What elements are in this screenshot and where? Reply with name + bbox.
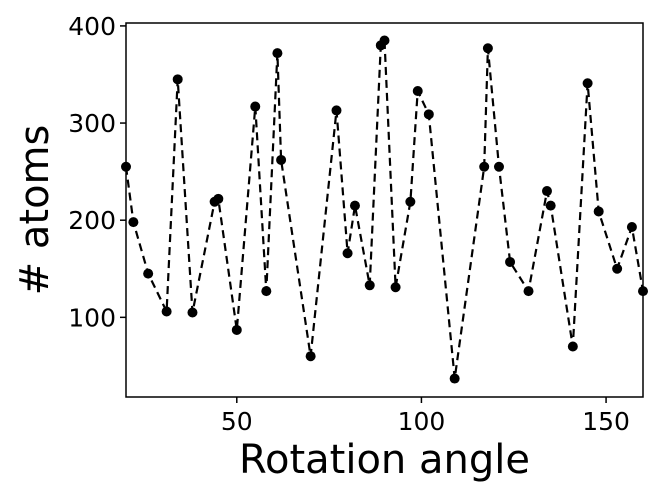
y-axis-title: # atoms — [12, 125, 58, 296]
data-point — [305, 351, 316, 362]
data-point — [342, 248, 353, 259]
data-point — [349, 200, 360, 211]
plot-frame — [125, 22, 644, 398]
x-tick-label: 50 — [221, 407, 253, 436]
data-point — [331, 105, 342, 116]
data-point — [479, 161, 490, 172]
data-point — [128, 217, 139, 228]
axis-ticks: 50 100 150 100 200 300 400 — [68, 12, 630, 436]
data-point — [261, 286, 272, 297]
data-point — [187, 307, 198, 318]
data-point — [449, 373, 460, 384]
data-point — [626, 222, 637, 232]
series-line — [124, 37, 645, 379]
data-point — [505, 256, 516, 267]
data-point — [493, 161, 504, 172]
data-point — [612, 263, 623, 274]
y-tick-label: 300 — [68, 109, 116, 138]
x-tick-label: 100 — [398, 407, 446, 436]
data-point — [379, 35, 390, 46]
data-point — [390, 282, 401, 293]
data-point — [364, 280, 375, 291]
data-point — [593, 206, 604, 217]
data-markers — [121, 35, 648, 384]
data-point — [143, 268, 154, 279]
data-point — [172, 74, 183, 85]
y-tick-label: 200 — [68, 206, 116, 235]
data-point — [545, 200, 556, 211]
data-point — [272, 48, 283, 59]
x-axis-title: Rotation angle — [239, 437, 530, 483]
data-point — [541, 186, 552, 197]
data-point — [582, 78, 593, 89]
data-point — [482, 43, 493, 54]
y-tick-label: 100 — [68, 303, 116, 332]
y-tick-label: 400 — [68, 12, 116, 41]
data-point — [412, 86, 423, 96]
data-point — [423, 109, 434, 120]
data-point — [213, 193, 224, 204]
data-point — [405, 196, 416, 207]
data-point — [250, 101, 261, 112]
data-point — [276, 154, 287, 165]
data-point — [523, 286, 534, 297]
data-point — [567, 341, 578, 352]
x-tick-label: 150 — [582, 407, 630, 436]
data-point — [231, 324, 242, 335]
data-point — [161, 306, 172, 317]
